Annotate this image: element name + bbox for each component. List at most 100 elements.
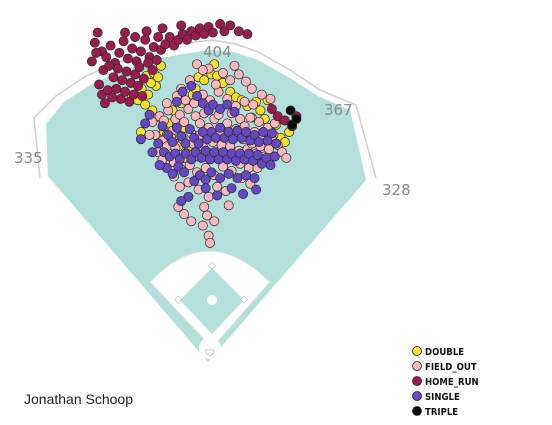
- point-home-run: [99, 98, 110, 109]
- base-third: [174, 295, 182, 304]
- point-single: [183, 191, 194, 202]
- point-home-run: [279, 115, 290, 126]
- point-field-out: [245, 112, 256, 123]
- point-single: [222, 99, 233, 110]
- point-single: [135, 134, 146, 145]
- point-single: [251, 184, 262, 195]
- point-field-out: [203, 191, 214, 202]
- legend-swatch-home-run: [412, 376, 422, 386]
- legend-swatch-field-out: [412, 361, 422, 371]
- point-field-out: [197, 220, 208, 231]
- point-single: [254, 137, 264, 148]
- point-single: [157, 121, 168, 132]
- point-home-run: [120, 86, 130, 97]
- point-single: [147, 147, 158, 158]
- point-field-out: [281, 152, 292, 163]
- distance-label-left: 335: [14, 149, 43, 167]
- point-home-run: [104, 60, 115, 71]
- point-field-out: [235, 114, 246, 124]
- point-single: [200, 183, 211, 194]
- point-single: [249, 173, 260, 184]
- home-plate: [205, 349, 215, 357]
- legend-label-home-run: HOME_RUN: [425, 377, 479, 388]
- point-single: [184, 124, 195, 135]
- point-home-run: [242, 29, 253, 40]
- point-field-out: [265, 93, 276, 104]
- point-home-run: [176, 20, 187, 31]
- point-home-run: [101, 52, 112, 63]
- point-home-run: [133, 80, 143, 91]
- point-single: [228, 134, 238, 145]
- point-single: [252, 150, 263, 160]
- point-field-out: [161, 98, 172, 109]
- point-home-run: [137, 91, 148, 101]
- point-single: [223, 168, 234, 179]
- point-single: [215, 104, 226, 114]
- point-home-run: [114, 47, 125, 58]
- point-home-run: [138, 73, 149, 84]
- point-field-out: [225, 75, 236, 86]
- point-field-out: [233, 69, 244, 80]
- point-single: [206, 167, 217, 178]
- point-field-out: [202, 210, 213, 221]
- point-home-run: [112, 63, 123, 74]
- point-field-out: [223, 200, 234, 211]
- hit-points: [86, 19, 302, 248]
- point-field-out: [241, 76, 251, 87]
- point-field-out: [229, 60, 240, 71]
- point-field-out: [179, 116, 190, 127]
- point-field-out: [205, 237, 215, 248]
- point-single: [193, 138, 204, 149]
- point-single: [258, 127, 269, 137]
- point-home-run: [130, 69, 141, 80]
- point-home-run: [233, 26, 244, 37]
- point-home-run: [91, 47, 102, 58]
- point-home-run: [89, 37, 100, 48]
- point-home-run: [105, 40, 116, 51]
- point-single: [210, 132, 221, 143]
- point-single: [200, 145, 211, 156]
- point-home-run: [122, 53, 133, 64]
- point-double: [199, 75, 210, 86]
- point-double: [255, 105, 266, 116]
- point-double: [153, 72, 164, 83]
- point-triple: [285, 105, 296, 116]
- point-single: [177, 86, 188, 97]
- point-single: [238, 188, 249, 199]
- point-single: [232, 173, 243, 184]
- point-triple: [291, 114, 302, 124]
- point-home-run: [107, 92, 118, 103]
- point-home-run: [135, 46, 146, 57]
- distance-label-right-center: 367: [324, 101, 353, 119]
- point-single: [144, 109, 155, 120]
- point-field-out: [218, 68, 228, 78]
- point-field-out: [199, 201, 210, 212]
- point-single: [207, 99, 218, 110]
- point-single: [226, 183, 237, 194]
- point-home-run: [117, 75, 128, 86]
- pitchers-mound: [207, 295, 217, 305]
- point-home-run: [128, 89, 139, 100]
- point-home-run: [118, 36, 129, 47]
- base-second: [208, 261, 216, 270]
- point-double: [146, 78, 156, 88]
- point-single: [186, 80, 197, 91]
- point-field-out: [212, 181, 223, 192]
- point-home-run: [124, 96, 135, 107]
- point-home-run: [108, 72, 119, 83]
- point-home-run: [86, 56, 97, 67]
- point-field-out: [194, 118, 205, 129]
- point-home-run: [151, 55, 162, 65]
- point-home-run: [225, 20, 236, 31]
- point-home-run: [121, 66, 132, 77]
- point-field-out: [239, 96, 250, 107]
- legend-swatch-triple: [412, 406, 422, 416]
- legend-item-single: SINGLE: [412, 391, 460, 403]
- legend-label-field-out: FIELD_OUT: [425, 362, 477, 373]
- home-plate-circle: [199, 337, 221, 359]
- point-single: [186, 154, 197, 165]
- point-single: [176, 196, 187, 207]
- legend-swatch-double: [412, 346, 422, 356]
- point-home-run: [94, 79, 105, 90]
- point-single: [153, 138, 164, 149]
